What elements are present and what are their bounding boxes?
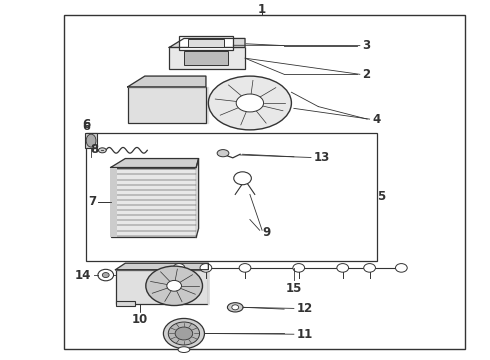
Text: 15: 15 <box>286 282 302 295</box>
Text: 6: 6 <box>82 122 90 132</box>
Ellipse shape <box>232 305 239 310</box>
Ellipse shape <box>98 269 114 281</box>
Ellipse shape <box>102 273 109 278</box>
Ellipse shape <box>175 327 193 340</box>
Text: 3: 3 <box>362 39 370 52</box>
Text: 9: 9 <box>262 226 270 239</box>
Text: 1: 1 <box>258 3 266 15</box>
Text: 8: 8 <box>90 143 98 156</box>
Ellipse shape <box>98 148 106 153</box>
Ellipse shape <box>168 322 199 345</box>
Bar <box>179 36 233 50</box>
Text: 14: 14 <box>74 269 91 282</box>
Bar <box>169 48 245 69</box>
Polygon shape <box>203 87 208 123</box>
Ellipse shape <box>293 264 305 272</box>
Text: 6: 6 <box>82 118 90 131</box>
Text: 7: 7 <box>88 195 96 208</box>
Bar <box>116 301 135 306</box>
Ellipse shape <box>200 264 212 272</box>
Ellipse shape <box>86 134 96 147</box>
Ellipse shape <box>217 150 229 157</box>
Text: 2: 2 <box>362 68 370 81</box>
Bar <box>116 270 208 304</box>
Bar <box>85 134 97 148</box>
Bar <box>64 15 465 348</box>
Ellipse shape <box>395 264 407 272</box>
Ellipse shape <box>227 303 243 312</box>
Bar <box>128 87 206 123</box>
Ellipse shape <box>163 319 204 348</box>
Bar <box>86 134 377 261</box>
Polygon shape <box>128 76 206 87</box>
Ellipse shape <box>239 264 251 272</box>
Polygon shape <box>196 158 198 238</box>
Text: 11: 11 <box>296 328 313 341</box>
Ellipse shape <box>167 280 181 291</box>
Polygon shape <box>116 263 208 270</box>
Ellipse shape <box>337 264 348 272</box>
Ellipse shape <box>208 76 292 130</box>
Text: 12: 12 <box>296 302 313 315</box>
Ellipse shape <box>178 347 190 352</box>
Text: 5: 5 <box>377 190 385 203</box>
Polygon shape <box>169 39 245 48</box>
Ellipse shape <box>173 264 185 272</box>
Ellipse shape <box>234 172 251 185</box>
Bar <box>111 167 196 238</box>
Text: 13: 13 <box>314 151 330 164</box>
Ellipse shape <box>364 264 375 272</box>
Ellipse shape <box>146 266 202 306</box>
Text: 4: 4 <box>372 113 380 126</box>
Ellipse shape <box>236 94 264 112</box>
Bar <box>110 167 117 238</box>
Polygon shape <box>111 158 198 167</box>
Bar <box>188 39 224 47</box>
Bar <box>184 51 228 65</box>
Text: 10: 10 <box>132 313 148 326</box>
